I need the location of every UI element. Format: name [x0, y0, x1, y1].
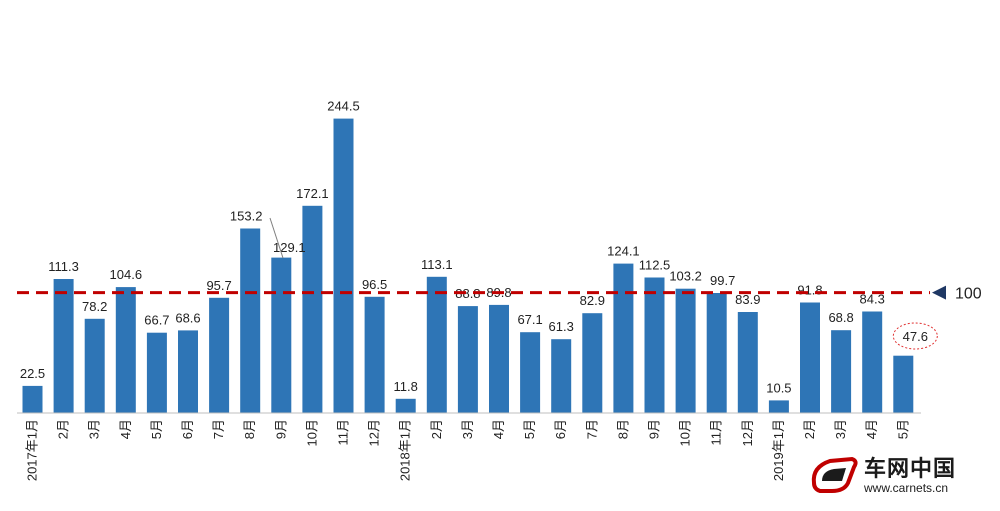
x-tick-label: 8月 [615, 419, 630, 439]
logo-url-text: www.carnets.cn [864, 481, 949, 495]
bar [613, 263, 634, 413]
bar [271, 257, 292, 413]
data-label: 111.3 [48, 259, 79, 274]
data-label: 68.6 [175, 310, 200, 325]
bar [209, 297, 230, 413]
data-label: 68.8 [828, 310, 853, 325]
data-label: 78.2 [82, 299, 107, 314]
bar [333, 118, 354, 413]
x-tick-label: 6月 [553, 419, 568, 439]
data-label: 22.5 [20, 366, 45, 381]
bar [800, 302, 820, 413]
data-label: 96.5 [362, 277, 387, 292]
carnets-logo: 车网中国 www.carnets.cn [808, 451, 988, 501]
bar [395, 398, 416, 413]
bar [862, 311, 883, 413]
bar [893, 355, 914, 413]
data-label: 84.3 [860, 292, 885, 307]
bar [240, 228, 261, 413]
x-tick-label: 3月 [460, 419, 475, 439]
data-label: 47.6 [903, 329, 928, 344]
bar [675, 288, 696, 413]
x-tick-label: 5月 [895, 419, 910, 439]
data-label: 66.7 [144, 313, 169, 328]
reference-line-label: 100 [955, 286, 982, 303]
x-tick-label: 9月 [273, 419, 288, 439]
x-tick-label: 2019年1月 [771, 419, 786, 481]
x-tick-label: 6月 [180, 419, 195, 439]
x-tick-label: 10月 [304, 419, 319, 446]
data-label: 10.5 [766, 380, 791, 395]
x-tick-label: 7月 [211, 419, 226, 439]
x-tick-label: 2月 [802, 419, 817, 439]
bar [551, 339, 572, 413]
data-label: 172.1 [296, 186, 329, 201]
x-tick-label: 4月 [491, 419, 506, 439]
bar [22, 385, 43, 413]
bar [426, 276, 447, 413]
bar [146, 332, 167, 413]
data-label: 153.2 [230, 209, 263, 224]
data-label: 112.5 [639, 258, 671, 273]
data-label: 104.6 [110, 267, 143, 282]
bar [302, 205, 323, 413]
bar [53, 279, 74, 413]
data-label: 11.8 [394, 379, 418, 394]
bar [768, 400, 789, 413]
data-label: 244.5 [327, 99, 360, 114]
data-label: 83.9 [735, 292, 760, 307]
x-tick-label: 5月 [149, 419, 164, 439]
leader-line [269, 217, 284, 259]
bar [115, 287, 136, 413]
x-tick-label: 7月 [584, 419, 599, 439]
bar [831, 330, 852, 413]
bar [582, 313, 603, 413]
data-label: 82.9 [580, 293, 605, 308]
data-label: 124.1 [607, 244, 640, 259]
bar [644, 277, 665, 413]
bars-group [22, 118, 914, 413]
data-label: 91.8 [797, 283, 822, 298]
bar [489, 304, 509, 413]
highlight-ellipse [892, 322, 938, 350]
x-tick-label: 2017年1月 [25, 419, 40, 481]
data-label: 67.1 [517, 312, 542, 327]
data-label: 103.2 [669, 269, 702, 284]
bar [84, 318, 105, 413]
x-tick-label: 8月 [242, 419, 257, 439]
x-tick-label: 10月 [678, 419, 693, 446]
bar [457, 306, 478, 413]
car-logo-icon [811, 456, 858, 493]
x-tick-label: 11月 [709, 419, 724, 446]
data-label: 95.7 [206, 278, 231, 293]
data-label: 113.1 [421, 257, 453, 272]
data-label: 88.8 [455, 286, 480, 301]
x-tick-label: 9月 [647, 419, 662, 439]
data-label: 61.3 [549, 319, 574, 334]
reference-arrow-icon [932, 285, 946, 300]
x-tick-label: 11月 [336, 419, 351, 446]
data-label: 99.7 [710, 273, 735, 288]
bar [520, 332, 541, 413]
x-tick-label: 3月 [833, 419, 848, 439]
bar [706, 293, 727, 413]
logo-brand-text: 车网中国 [864, 457, 957, 482]
bar [737, 312, 758, 413]
x-tick-labels-group: 2017年1月 2月 3月 4月 5月 6月 7月 8月 9月 10月 11月 12月 2018年1月 2… [25, 419, 911, 481]
x-tick-label: 2月 [429, 419, 444, 439]
x-tick-label: 12月 [367, 419, 382, 446]
x-tick-label: 2月 [56, 419, 71, 439]
x-tick-label: 4月 [864, 419, 879, 439]
x-tick-label: 2018年1月 [398, 419, 413, 481]
x-tick-label: 4月 [118, 419, 133, 439]
x-tick-label: 12月 [740, 419, 755, 446]
x-tick-label: 3月 [87, 419, 102, 439]
x-tick-label: 5月 [522, 419, 537, 439]
bar [364, 296, 385, 413]
bar [178, 330, 198, 413]
